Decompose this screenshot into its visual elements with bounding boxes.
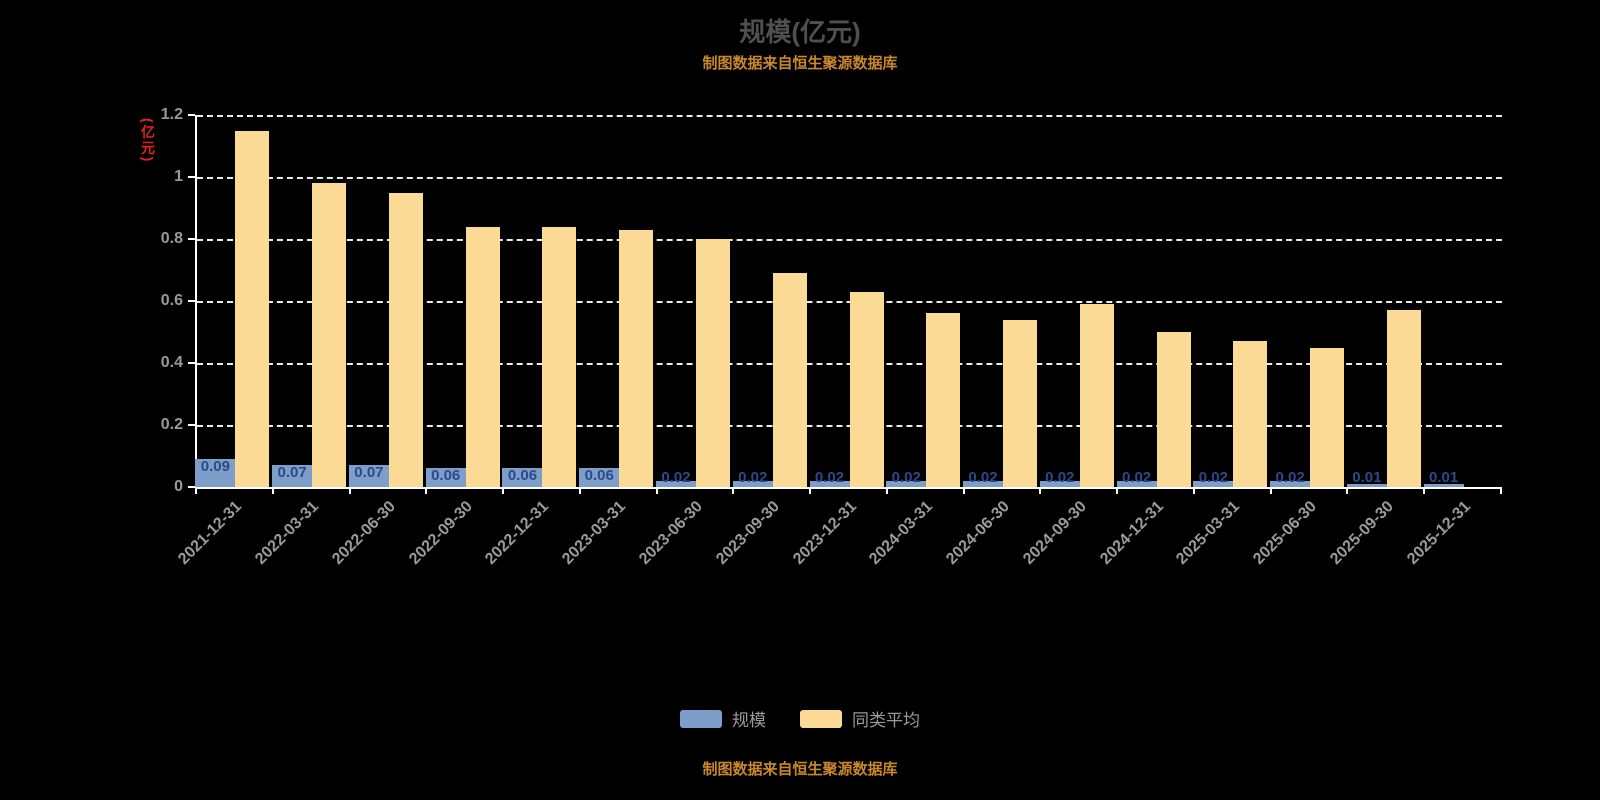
y-tick-mark (188, 114, 195, 116)
scale-bar-value-label: 0.06 (584, 467, 614, 485)
scale-bar (272, 465, 313, 487)
average-bar (695, 239, 730, 487)
y-tick-mark (188, 300, 195, 302)
scale-bar-value-label: 0.02 (738, 469, 768, 486)
scale-bar-value-label: 0.09 (200, 458, 230, 476)
x-tick-mark (1269, 487, 1272, 494)
scale-bar (886, 480, 927, 487)
y-tick-mark (188, 424, 195, 426)
average-bar (849, 291, 884, 487)
scale-bar (809, 480, 850, 487)
average-bar (1003, 319, 1038, 487)
y-tick-mark (188, 486, 195, 488)
average-bar (1386, 310, 1421, 487)
scale-bar-value-label: 0.02 (891, 469, 921, 486)
legend: 规模 同类平均 (0, 706, 1600, 731)
scale-bar (963, 480, 1004, 487)
y-tick-mark (188, 176, 195, 178)
x-tick-mark (885, 487, 888, 494)
scale-bar (732, 480, 773, 487)
scale-bar-value-label: 0.02 (661, 469, 691, 486)
y-tick-label: 0.2 (160, 416, 183, 433)
x-tick-mark (271, 487, 274, 494)
data-source-note: 制图数据来自恒生聚源数据库 (702, 761, 898, 778)
scale-bar (1270, 480, 1311, 487)
scale-legend-label: 规模 (732, 711, 766, 730)
scale-bar (1346, 483, 1387, 487)
scale-bar (655, 480, 696, 487)
x-tick-mark (502, 487, 505, 494)
scale-bar-value-label: 0.02 (814, 469, 845, 486)
scale-bar (425, 468, 466, 487)
scale-bar (579, 468, 620, 487)
y-tick-label: 0 (174, 478, 183, 495)
x-tick-mark (1346, 487, 1349, 494)
average-bar (772, 273, 807, 487)
plot-area: 0.09 0.07 0.07 0.06 0.06 0.06 0.02 0.02 0.02 0.02… (195, 115, 1502, 489)
average-bar (542, 226, 577, 487)
x-tick-mark (425, 487, 428, 494)
scale-bar-value-label: 0.02 (1198, 469, 1228, 486)
scale-bar-value-label: 0.02 (1045, 469, 1075, 486)
scale-legend-swatch (680, 709, 722, 728)
average-bar (619, 229, 654, 487)
scale-bar-value-label: 0.06 (507, 467, 538, 485)
scale-bar-value-label: 0.01 (1352, 469, 1382, 486)
x-tick-mark (1423, 487, 1426, 494)
x-tick-mark (962, 487, 965, 494)
average-legend-swatch (800, 709, 842, 728)
y-tick-label: 0.8 (160, 230, 183, 247)
y-tick-label: 0.6 (160, 292, 183, 309)
x-tick-mark (1039, 487, 1042, 494)
average-bar (235, 130, 270, 487)
scale-bar-value-label: 0.02 (968, 469, 998, 486)
average-bar (388, 192, 423, 487)
x-tick-mark (1192, 487, 1195, 494)
x-tick-mark (195, 487, 197, 494)
scale-bar-value-label: 0.07 (354, 464, 384, 482)
y-tick-mark (188, 362, 195, 364)
scale-bar (195, 459, 236, 487)
scale-bar-value-label: 0.02 (1275, 469, 1305, 486)
x-tick-mark (1116, 487, 1119, 494)
x-tick-mark (655, 487, 658, 494)
scale-bar-value-label: 0.06 (431, 467, 461, 485)
average-bar (1310, 347, 1345, 487)
x-tick-mark (578, 487, 581, 494)
average-bar (465, 226, 500, 487)
average-bar (926, 313, 961, 487)
gridline (197, 177, 1502, 179)
y-axis-title: (亿元) (140, 118, 156, 164)
scale-bar (348, 465, 389, 487)
y-tick-label: 1.2 (160, 106, 183, 123)
scale-bar (1039, 480, 1080, 487)
x-tick-mark (348, 487, 351, 494)
x-tick-mark (809, 487, 812, 494)
chart-subtitle: 制图数据来自恒生聚源数据库 (702, 55, 898, 72)
x-tick-mark (732, 487, 735, 494)
legend-item-scale[interactable]: 规模 (680, 706, 766, 731)
average-bar (1233, 341, 1268, 487)
average-legend-label: 同类平均 (852, 711, 920, 730)
y-tick-label: 0.4 (160, 354, 183, 371)
y-tick-label: 1 (174, 168, 183, 185)
chart-title: 规模(亿元) (739, 17, 861, 47)
scale-bar-value-label: 0.07 (277, 464, 307, 482)
y-tick-mark (188, 238, 195, 240)
scale-bar (1423, 483, 1464, 487)
scale-bar (1193, 480, 1234, 487)
gridline (197, 239, 1502, 241)
average-bar (1156, 332, 1191, 487)
scale-bar (1116, 480, 1157, 487)
scale-bar-value-label: 0.01 (1429, 469, 1459, 486)
x-tick-mark (1500, 487, 1502, 494)
average-bar (312, 183, 347, 487)
scale-bar (502, 468, 543, 487)
average-bar (1079, 304, 1114, 487)
scale-bar-value-label: 0.02 (1121, 469, 1152, 486)
gridline (197, 115, 1502, 117)
legend-item-average[interactable]: 同类平均 (800, 706, 920, 731)
